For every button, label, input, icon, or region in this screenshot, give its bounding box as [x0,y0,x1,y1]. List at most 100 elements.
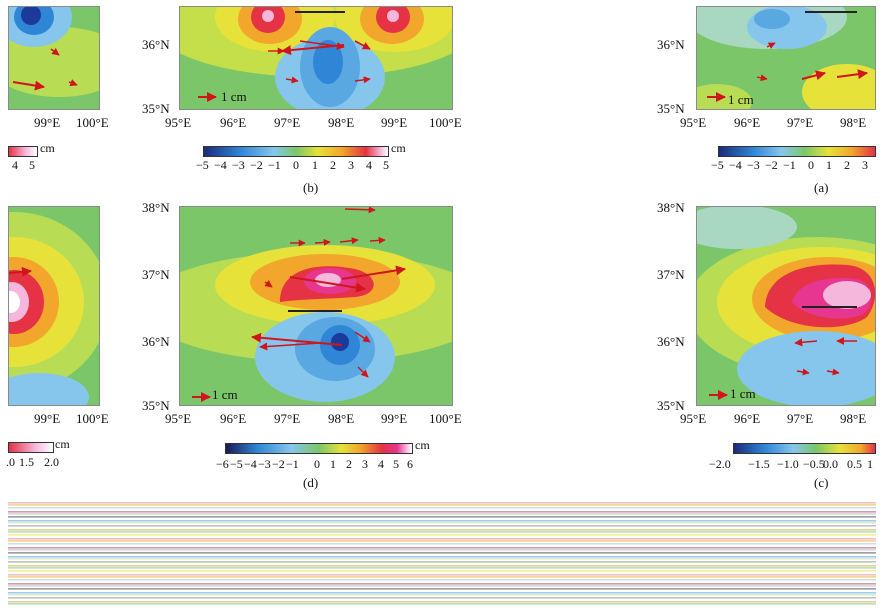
panel-b-cb-tick: −2 [250,158,263,172]
panel-c-cb-tick: −2.0 [709,457,731,471]
stripe-line [8,549,876,551]
panel-b-cb-tick: 5 [383,158,389,172]
stripe-line [8,547,876,549]
panel-b-colorbar [203,146,389,157]
panel-a-ytick: 36°N [657,37,685,52]
stripe-line [8,529,876,531]
stripe-line [8,543,876,545]
top-left-colorbar [8,146,38,157]
stripe-line [8,516,876,518]
top-left-cb-tick: 5 [29,158,35,172]
stripe-line [8,570,876,572]
panel-a-cb-tick: −1 [783,158,796,172]
panel-d-cb-tick: 4 [378,457,384,471]
stripe-band-graphic [8,502,876,605]
stripe-line [8,561,876,563]
panel-d-scale-label: 1 cm [212,387,238,402]
stripe-line [8,502,876,504]
panel-a-xtick: 96°E [734,115,761,130]
panel-b-xtick: 100°E [429,115,462,130]
mid-left-cb-tick: .0 [6,455,15,469]
stripe-line [8,534,876,536]
panel-d-map: 1 cm [179,206,453,406]
panel-d-label: (d) [303,475,319,490]
panel-d-cb-unit: cm [415,438,430,452]
panel-c-ytick: 35°N [657,398,685,413]
top-left-cb-unit: cm [40,141,55,155]
panel-c-xtick: 97°E [787,411,814,426]
panel-c-xtick: 95°E [680,411,707,426]
panel-b-xtick: 98°E [328,115,355,130]
panel-d-cb-tick: 3 [362,457,368,471]
stripe-line [8,597,876,599]
stripe-line [8,588,876,590]
stripe-line [8,567,876,569]
mid-left-cb-tick: 2.0 [44,455,59,469]
panel-c-xtick: 96°E [734,411,761,426]
panel-b-xtick: 95°E [165,115,192,130]
panel-a-cb-tick: −4 [729,158,742,172]
panel-b-cb-tick: 2 [330,158,336,172]
panel-d-cb-tick: 0 [314,457,320,471]
panel-c-xtick: 98°E [840,411,867,426]
panel-d-xtick: 95°E [165,411,192,426]
mid-left-map [8,206,100,406]
stripe-line [8,603,876,605]
stripe-line [8,556,876,558]
stripe-line [8,592,876,594]
stripe-line [8,565,876,567]
panel-c-cb-tick: 1 [867,457,873,471]
stripe-line [8,525,876,527]
panel-d-cb-tick: 5 [393,457,399,471]
stripe-line [8,511,876,513]
top-left-map [8,6,100,110]
mid-left-cb-unit: cm [55,437,70,451]
panel-d-cb-tick: −1 [286,457,299,471]
panel-d-cb-tick: −6 [216,457,229,471]
panel-d-cb-tick: 2 [346,457,352,471]
panel-a-cb-tick: 1 [826,158,832,172]
panel-a-colorbar [718,146,876,157]
panel-c-label: (c) [814,475,829,490]
panel-c-cb-tick: −1.5 [748,457,770,471]
mid-left-heatmap [9,207,99,405]
panel-d-xtick: 96°E [220,411,247,426]
panel-a-cb-tick: −2 [765,158,778,172]
panel-b-cb-tick: −1 [268,158,281,172]
panel-b-scale-label: 1 cm [221,89,247,104]
stripe-line [8,522,876,524]
panel-c-cb-tick: 0.0 [823,457,838,471]
stripe-line [8,513,876,515]
panel-d-colorbar [225,443,413,454]
panel-c-cb-tick: 0.5 [847,457,862,471]
stripe-line [8,531,876,533]
panel-a-heatmap [697,7,875,109]
panel-d-cb-tick: −5 [230,457,243,471]
panel-a-xtick: 95°E [680,115,707,130]
panel-d-xtick: 100°E [429,411,462,426]
panel-d-cb-tick: −2 [272,457,285,471]
panel-b-cb-tick: 4 [366,158,372,172]
panel-c-ytick: 37°N [657,267,685,282]
panel-c-colorbar [733,443,876,454]
stripe-line [8,576,876,578]
panel-a-map: 1 cm [696,6,876,110]
panel-d-xtick: 99°E [381,411,408,426]
stripe-line [8,552,876,554]
top-left-heatmap [9,7,99,109]
panel-b-cb-tick: 3 [348,158,354,172]
panel-a-scale-label: 1 cm [728,92,754,107]
top-left-xtick: 99°E [34,115,61,130]
panel-b-xtick: 99°E [381,115,408,130]
panel-d-cb-tick: −3 [258,457,271,471]
panel-b-xtick: 97°E [274,115,301,130]
stripe-line [8,558,876,560]
panel-d-ytick: 37°N [142,267,170,282]
panel-c-ytick: 36°N [657,334,685,349]
panel-b-cb-tick: 1 [312,158,318,172]
panel-d-ytick: 36°N [142,334,170,349]
panel-d-cb-tick: 6 [407,457,413,471]
panel-b-cb-tick: −5 [196,158,209,172]
panel-d-xtick: 98°E [328,411,355,426]
top-left-cb-tick: 4 [12,158,18,172]
